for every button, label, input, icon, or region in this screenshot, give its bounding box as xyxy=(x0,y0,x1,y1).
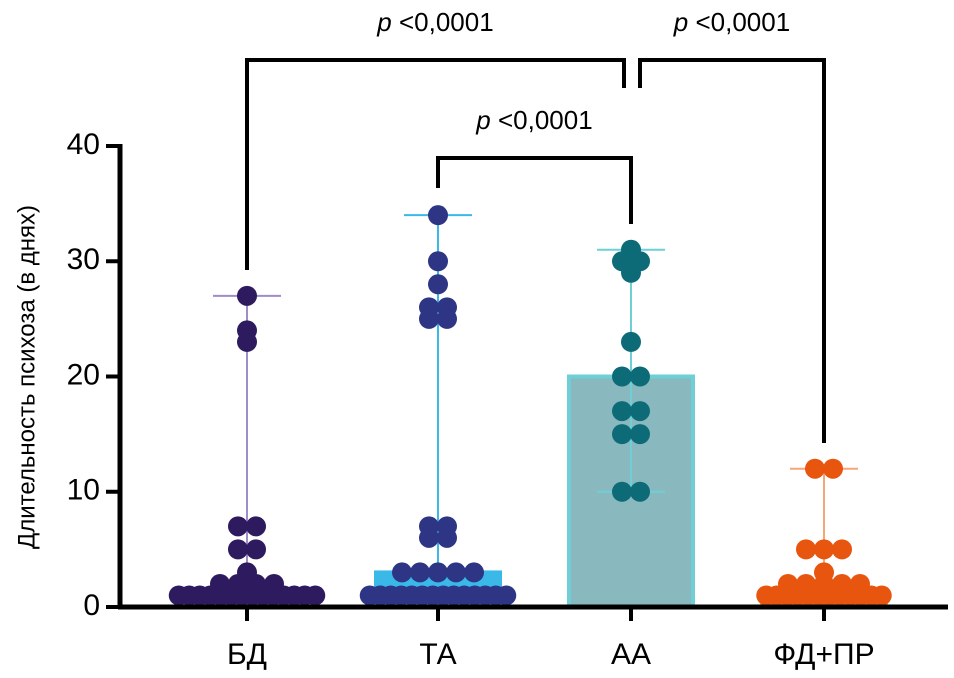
data-point xyxy=(630,481,650,502)
data-point xyxy=(464,562,484,583)
p-value: p <0,0001 xyxy=(475,105,592,135)
data-point xyxy=(612,401,632,422)
data-point xyxy=(228,539,248,560)
p-symbol: p xyxy=(475,105,490,135)
data-point xyxy=(630,401,650,422)
x-tick-label: ФД+ПР xyxy=(773,638,874,671)
p-value: p <0,0001 xyxy=(376,7,493,37)
data-point xyxy=(410,562,430,583)
data-point xyxy=(796,539,816,560)
data-point xyxy=(805,458,825,479)
data-point xyxy=(305,585,326,606)
y-tick-label: 20 xyxy=(67,358,100,391)
data-point xyxy=(246,516,266,537)
p-text: <0,0001 xyxy=(695,7,790,37)
data-point xyxy=(814,539,834,560)
p-symbol: p xyxy=(376,7,391,37)
significance-bracket xyxy=(638,58,826,443)
y-tick-label: 40 xyxy=(67,128,100,161)
data-point xyxy=(237,285,257,306)
significance-bracket xyxy=(436,156,633,224)
data-point xyxy=(428,205,448,226)
data-point xyxy=(237,331,257,352)
data-point xyxy=(630,366,650,387)
significance-bracket xyxy=(245,58,626,270)
data-point xyxy=(621,331,641,352)
data-point xyxy=(428,562,448,583)
x-tick-label: БД xyxy=(227,638,267,671)
data-point xyxy=(392,562,412,583)
data-point xyxy=(419,308,439,329)
data-point xyxy=(832,539,852,560)
data-point xyxy=(621,262,641,283)
data-point xyxy=(630,424,650,445)
p-symbol: p xyxy=(673,7,688,37)
data-point xyxy=(612,424,632,445)
data-point xyxy=(496,585,517,606)
y-tick-label: 30 xyxy=(67,243,100,276)
y-tick-label: 0 xyxy=(83,589,100,622)
x-tick-label: ТА xyxy=(419,638,456,671)
data-point xyxy=(428,274,448,295)
y-axis-label: Длительность психоза (в днях) xyxy=(13,205,40,549)
data-point xyxy=(246,539,266,560)
data-point xyxy=(419,527,439,548)
data-point xyxy=(612,481,632,502)
data-point xyxy=(228,516,248,537)
p-text: <0,0001 xyxy=(399,7,494,37)
y-tick-label: 10 xyxy=(67,474,100,507)
data-point xyxy=(437,527,457,548)
data-point xyxy=(823,458,843,479)
data-point xyxy=(612,366,632,387)
data-point xyxy=(871,585,892,606)
data-point xyxy=(428,251,448,272)
p-value: p <0,0001 xyxy=(673,7,790,37)
p-text: <0,0001 xyxy=(498,105,593,135)
data-point xyxy=(437,308,457,329)
x-tick-label: АА xyxy=(611,638,651,671)
data-point xyxy=(446,562,466,583)
